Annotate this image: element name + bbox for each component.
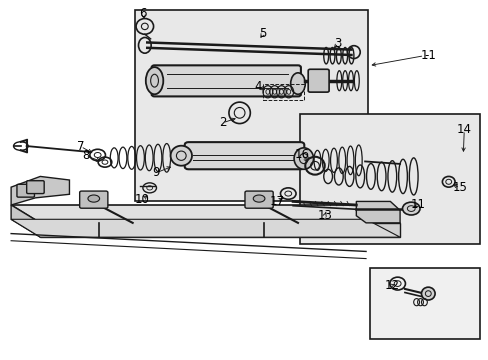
Text: 13: 13 [317,209,331,222]
Text: 10: 10 [135,193,149,206]
Text: 7: 7 [77,140,84,153]
Ellipse shape [402,202,419,215]
Text: 16: 16 [294,148,309,162]
FancyBboxPatch shape [307,69,328,92]
Text: 5: 5 [259,27,266,40]
Ellipse shape [88,195,100,202]
FancyBboxPatch shape [17,184,34,197]
Bar [300,114,479,244]
Text: 2: 2 [219,116,226,129]
Polygon shape [11,205,40,237]
Polygon shape [11,219,399,237]
Text: 3: 3 [334,37,341,50]
Bar [369,267,479,339]
Text: 4: 4 [254,80,262,93]
Bar [135,10,368,202]
Polygon shape [11,205,399,223]
Text: 12: 12 [384,279,399,292]
Ellipse shape [293,148,313,169]
FancyBboxPatch shape [80,191,108,208]
Ellipse shape [145,67,163,94]
Ellipse shape [421,287,434,300]
Text: 9: 9 [152,166,160,179]
Ellipse shape [290,73,305,94]
FancyBboxPatch shape [244,191,273,208]
Text: 14: 14 [456,123,471,136]
FancyBboxPatch shape [184,142,304,169]
Ellipse shape [170,146,192,166]
Text: 8: 8 [81,149,89,162]
Text: -1: -1 [424,49,435,62]
FancyBboxPatch shape [151,65,300,96]
Text: 15: 15 [451,181,467,194]
Polygon shape [356,202,399,223]
Text: 17: 17 [269,195,284,208]
Polygon shape [40,223,399,237]
Polygon shape [11,176,69,205]
Text: 6: 6 [140,8,147,21]
Text: 11: 11 [410,198,425,211]
FancyBboxPatch shape [27,181,44,194]
Ellipse shape [253,195,264,202]
Text: 1: 1 [420,49,427,62]
